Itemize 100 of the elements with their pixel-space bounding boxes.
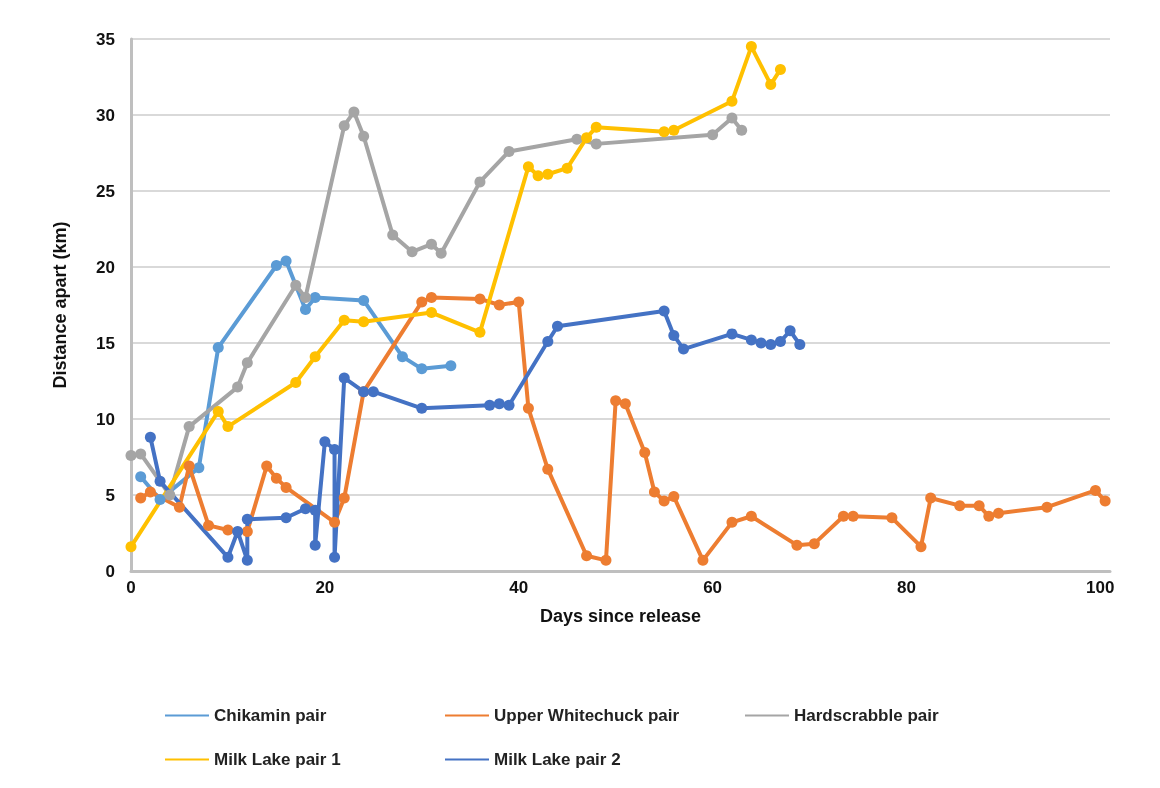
point <box>474 293 486 305</box>
y-tick-label: 20 <box>96 257 115 277</box>
point <box>212 405 224 417</box>
point <box>241 525 253 537</box>
point <box>241 554 253 566</box>
point <box>925 492 937 504</box>
y-tick-label: 0 <box>105 561 115 581</box>
point <box>658 126 670 138</box>
point <box>542 463 554 475</box>
point <box>658 305 670 317</box>
point <box>542 335 554 347</box>
point <box>135 492 147 504</box>
point <box>241 357 253 369</box>
point <box>290 279 302 291</box>
point <box>396 351 408 363</box>
point <box>552 320 563 332</box>
point <box>774 335 786 347</box>
point <box>406 246 418 258</box>
y-tick-label: 5 <box>105 485 115 505</box>
point <box>532 170 544 182</box>
point <box>791 539 803 551</box>
point <box>726 328 738 340</box>
point <box>270 472 282 484</box>
point <box>299 304 311 316</box>
point <box>416 296 428 308</box>
point <box>513 296 525 308</box>
point <box>426 291 437 303</box>
legend-label: Hardscrabble pair <box>794 706 939 725</box>
point <box>416 363 428 375</box>
point <box>954 500 966 512</box>
point <box>503 145 515 157</box>
point <box>745 510 757 522</box>
point <box>261 460 273 472</box>
point <box>837 510 849 522</box>
point <box>241 513 253 525</box>
point <box>290 377 302 389</box>
point <box>435 247 447 259</box>
point <box>1089 484 1101 496</box>
x-tick-label: 60 <box>703 578 723 597</box>
point <box>426 238 437 250</box>
x-tick-label: 80 <box>896 578 916 597</box>
point <box>697 554 709 566</box>
point <box>993 507 1005 519</box>
point <box>1041 501 1053 513</box>
point <box>338 492 350 504</box>
point <box>745 334 757 346</box>
point <box>983 510 995 522</box>
point <box>658 495 670 507</box>
point <box>319 436 331 448</box>
point <box>154 475 166 487</box>
point <box>522 161 534 173</box>
point <box>571 133 583 145</box>
point <box>193 462 205 474</box>
point <box>125 541 137 553</box>
point <box>280 481 292 493</box>
y-tick-label: 15 <box>96 333 115 353</box>
point <box>707 129 719 141</box>
y-tick-label: 10 <box>96 409 115 429</box>
y-axis-title: Distance apart (km) <box>50 221 70 389</box>
point <box>280 255 292 267</box>
point <box>232 381 244 393</box>
point <box>299 291 311 303</box>
point <box>299 503 311 515</box>
point <box>774 63 786 75</box>
point <box>745 41 757 53</box>
legend-label: Milk Lake pair 2 <box>494 750 621 769</box>
point <box>222 421 234 433</box>
point <box>387 229 399 241</box>
point <box>668 329 680 341</box>
point <box>915 541 927 553</box>
point <box>808 538 820 550</box>
point <box>648 486 660 498</box>
point <box>183 421 195 433</box>
point <box>522 402 534 414</box>
point <box>232 525 244 537</box>
point <box>493 398 505 410</box>
x-tick-label: 20 <box>315 578 335 597</box>
legend-label: Chikamin pair <box>214 706 327 725</box>
point <box>581 132 593 144</box>
point <box>1099 495 1111 507</box>
point <box>847 510 859 522</box>
point <box>493 299 505 311</box>
point <box>144 486 156 498</box>
point <box>765 339 777 351</box>
x-tick-label: 100 <box>1086 578 1115 597</box>
point <box>503 399 515 411</box>
point <box>309 539 321 551</box>
point <box>309 351 321 363</box>
point <box>765 79 777 91</box>
point <box>678 343 689 355</box>
point <box>784 325 796 337</box>
point <box>726 112 738 124</box>
point <box>358 130 370 142</box>
x-axis-title: Days since release <box>539 606 702 626</box>
point <box>590 138 602 150</box>
y-tick-label: 30 <box>96 105 115 125</box>
point <box>358 316 370 328</box>
point <box>726 516 738 528</box>
point <box>212 342 224 354</box>
point <box>590 121 602 133</box>
